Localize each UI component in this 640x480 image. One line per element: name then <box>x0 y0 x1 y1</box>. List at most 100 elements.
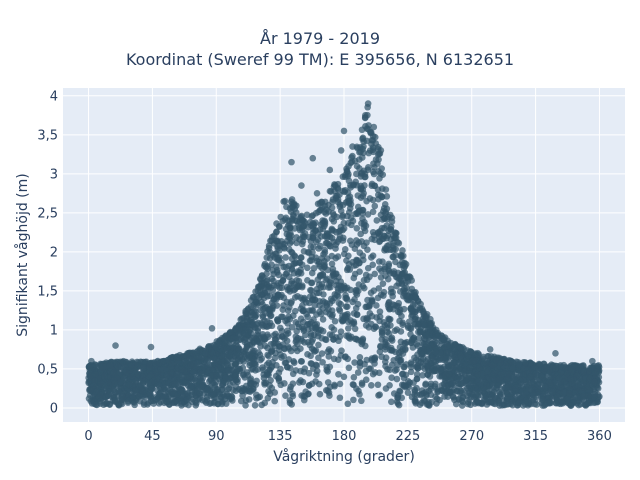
data-point <box>413 371 421 378</box>
data-point <box>374 186 382 193</box>
data-point <box>163 398 170 406</box>
data-point <box>237 397 245 405</box>
data-point <box>291 217 299 224</box>
data-point <box>273 228 280 235</box>
data-point <box>128 373 136 380</box>
data-point <box>319 358 326 366</box>
data-point <box>420 340 428 348</box>
data-point <box>204 356 212 364</box>
data-point <box>385 330 393 337</box>
data-point <box>302 331 309 339</box>
data-point <box>232 326 240 333</box>
data-point <box>519 376 527 384</box>
data-point <box>350 373 358 381</box>
data-point <box>232 372 239 379</box>
data-point <box>328 332 336 339</box>
data-point <box>363 197 370 205</box>
y-tick-label: 0 <box>50 401 58 416</box>
data-point <box>344 219 352 227</box>
data-point <box>476 364 483 372</box>
chart-subtitle: Koordinat (Sweref 99 TM): E 395656, N 61… <box>125 50 515 69</box>
data-point <box>319 225 327 233</box>
data-point <box>368 312 376 320</box>
data-point <box>359 192 367 200</box>
data-point <box>268 261 275 268</box>
data-point <box>385 260 393 268</box>
data-point <box>274 317 282 325</box>
data-point <box>308 279 316 286</box>
data-point <box>474 370 482 378</box>
data-point <box>280 263 287 271</box>
data-point <box>585 368 592 375</box>
data-point <box>375 285 383 292</box>
data-point <box>345 170 352 178</box>
data-point <box>368 381 375 389</box>
data-point <box>301 339 308 346</box>
data-point <box>381 265 388 273</box>
data-point <box>521 359 529 366</box>
data-point <box>379 280 387 287</box>
data-point <box>301 294 308 302</box>
data-point <box>325 201 332 209</box>
data-point <box>288 298 295 305</box>
data-point <box>513 402 521 409</box>
data-point <box>226 352 234 359</box>
data-point <box>413 306 421 313</box>
data-point <box>292 202 300 209</box>
data-point <box>239 392 246 399</box>
data-point <box>388 398 395 406</box>
data-point <box>288 249 296 257</box>
data-point <box>554 394 561 401</box>
data-point <box>450 394 457 401</box>
data-point <box>211 381 219 389</box>
data-point <box>190 370 198 377</box>
data-point <box>566 390 573 397</box>
data-point <box>258 401 266 409</box>
data-point <box>277 351 284 358</box>
data-point <box>251 347 258 355</box>
data-point <box>315 260 322 268</box>
data-point <box>345 325 352 332</box>
data-point <box>130 399 138 406</box>
data-point <box>315 245 322 252</box>
data-point <box>278 327 286 335</box>
data-point <box>229 334 237 342</box>
data-point <box>182 379 190 387</box>
data-point <box>266 305 274 313</box>
data-point <box>402 345 409 353</box>
data-point <box>308 296 316 304</box>
data-point <box>432 367 440 375</box>
data-point <box>241 330 249 337</box>
data-point <box>286 205 294 212</box>
data-point <box>205 367 213 374</box>
data-point <box>374 381 382 389</box>
data-point <box>330 218 338 225</box>
data-point <box>438 382 446 389</box>
data-point <box>351 325 359 333</box>
data-point <box>313 190 321 197</box>
data-point <box>157 365 165 373</box>
data-point <box>267 312 275 319</box>
data-point <box>298 261 306 268</box>
y-tick-label: 0,5 <box>37 362 58 377</box>
data-point <box>357 186 365 193</box>
data-point <box>414 365 422 372</box>
data-point <box>298 240 306 248</box>
data-point <box>315 380 323 388</box>
data-point <box>467 348 475 355</box>
data-point <box>221 393 228 400</box>
data-point <box>332 254 340 262</box>
data-point <box>270 332 278 339</box>
data-point <box>557 378 564 386</box>
data-point <box>355 387 362 395</box>
data-point <box>354 300 362 308</box>
data-point <box>376 348 384 355</box>
data-point <box>88 357 95 365</box>
data-point <box>177 388 185 395</box>
data-point <box>269 252 277 259</box>
data-point <box>466 364 474 371</box>
data-point <box>179 366 186 374</box>
x-tick-label: 270 <box>459 429 484 444</box>
data-point <box>340 127 348 135</box>
data-point <box>404 389 412 396</box>
